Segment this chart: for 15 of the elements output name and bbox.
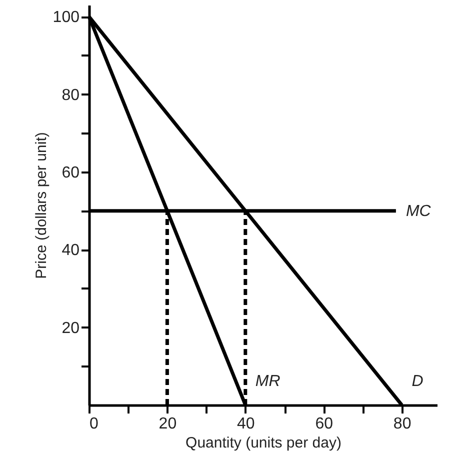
y-tick-label: 20	[62, 320, 80, 337]
y-tick-label: 80	[62, 86, 80, 104]
series-label: MR	[255, 373, 281, 390]
series-label: MC	[406, 202, 432, 220]
y-tick-label: 40	[62, 242, 80, 260]
y-tick-label: 100	[52, 9, 80, 26]
x-tick-label: 20	[158, 416, 177, 432]
x-tick-label: 80	[393, 416, 412, 432]
x-axis-title: Quantity (units per day)	[186, 434, 342, 452]
x-tick-label: 60	[315, 416, 334, 432]
y-axis-title: Price (dollars per unit)	[32, 132, 50, 279]
series-label: D	[412, 373, 424, 390]
y-tick-label: 60	[62, 164, 80, 182]
x-tick-label: 0	[90, 416, 98, 432]
x-tick-label: 40	[237, 416, 255, 432]
